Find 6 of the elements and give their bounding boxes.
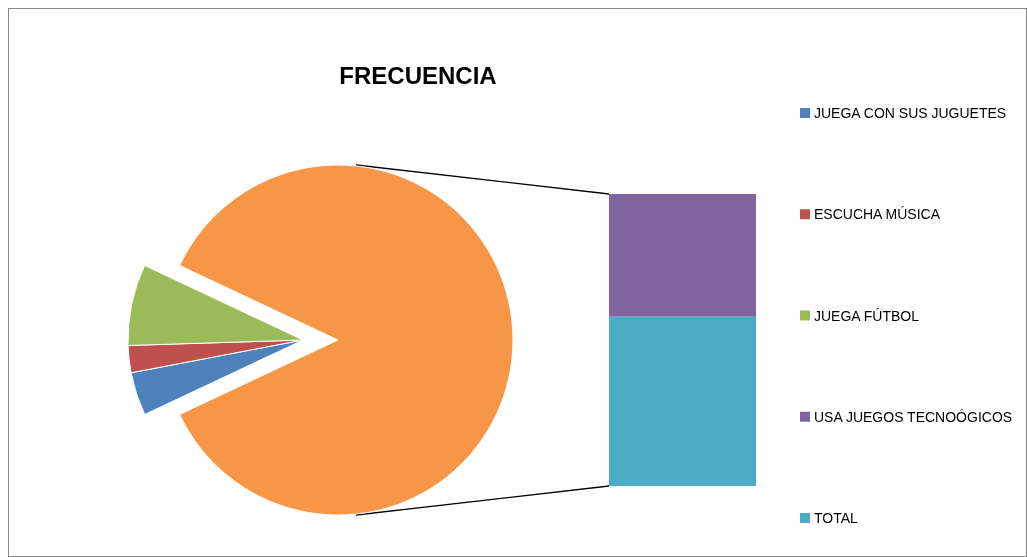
legend-label: JUEGA CON SUS JUGUETES <box>814 105 1007 121</box>
chart-title: FRECUENCIA <box>339 62 497 89</box>
legend-label: JUEGA FÚTBOL <box>814 307 920 324</box>
legend-label: USA JUEGOS TECNOÓGICOS <box>814 408 1013 425</box>
legend-label: TOTAL <box>814 510 859 526</box>
legend-label: ESCUCHA MÚSICA <box>814 206 941 223</box>
